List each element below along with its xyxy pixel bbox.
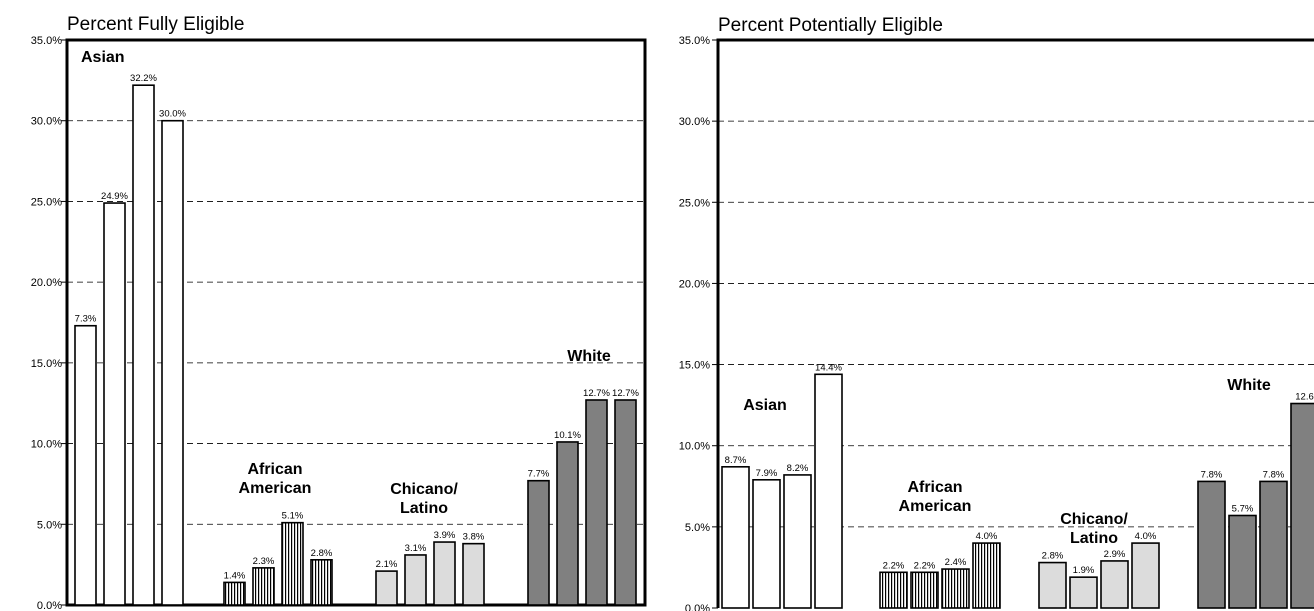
y-tick-label: 25.0%	[31, 196, 62, 208]
panel-title: Percent Potentially Eligible	[718, 15, 943, 36]
y-tick-label: 35.0%	[679, 35, 710, 47]
data-label: 7.9%	[756, 468, 778, 479]
y-tick-label: 30.0%	[679, 116, 710, 128]
group-label: Chicano/	[1060, 511, 1128, 528]
group-label: African	[907, 479, 962, 496]
y-tick-label: 5.0%	[685, 522, 710, 534]
bar-chicano-latino-3	[1100, 560, 1129, 609]
data-label: 2.2%	[914, 560, 936, 571]
bar-asian-4	[161, 119, 184, 606]
group-label: American	[899, 498, 972, 515]
bar-african-american-4	[972, 542, 1001, 609]
data-label: 7.8%	[1263, 469, 1285, 480]
bar-chicano-latino-1	[1038, 561, 1067, 609]
data-label: 12.6	[1295, 392, 1314, 403]
data-label: 2.2%	[883, 560, 905, 571]
data-label: 30.0%	[159, 109, 186, 120]
data-label: 8.2%	[787, 463, 809, 474]
group-label: American	[239, 480, 312, 497]
bar-white-3	[1259, 480, 1288, 609]
bar-white-2	[1228, 514, 1257, 609]
y-tick-label: 20.0%	[31, 277, 62, 289]
data-label: 7.8%	[1201, 469, 1223, 480]
data-label: 5.7%	[1232, 503, 1254, 514]
y-tick-label: 10.0%	[679, 441, 710, 453]
bar-white-1	[1197, 480, 1226, 609]
bar-asian-2	[752, 478, 781, 609]
bar-chicano-latino-2	[1069, 576, 1098, 609]
group-label: Chicano/	[390, 481, 458, 498]
bar-white-1	[527, 479, 550, 606]
bar-african-american-3	[941, 568, 970, 609]
bar-chicano-latino-3	[433, 541, 456, 606]
data-label: 12.7%	[583, 388, 610, 399]
y-tick-label: 10.0%	[31, 439, 62, 451]
bar-chicano-latino-4	[1131, 542, 1160, 609]
y-tick-label: 20.0%	[679, 278, 710, 290]
data-label: 3.9%	[434, 530, 456, 541]
group-label: White	[1227, 377, 1271, 394]
bar-african-american-1	[879, 571, 908, 609]
data-label: 12.7%	[612, 388, 639, 399]
plot-frame	[65, 38, 647, 607]
group-label: Asian	[81, 49, 125, 66]
data-label: 4.0%	[1135, 531, 1157, 542]
group-label: Latino	[1070, 530, 1118, 547]
group-label: Latino	[400, 500, 448, 517]
bar-african-american-1	[223, 581, 246, 606]
bar-african-american-2	[910, 571, 939, 609]
data-label: 14.4%	[815, 362, 842, 373]
y-tick-label: 5.0%	[37, 519, 62, 531]
group-label: White	[567, 348, 611, 365]
bar-white-3	[585, 399, 608, 606]
data-label: 3.8%	[463, 532, 485, 543]
bar-white-4	[1290, 402, 1314, 609]
data-label: 2.1%	[376, 559, 398, 570]
data-label: 10.1%	[554, 430, 581, 441]
data-label: 2.3%	[253, 556, 275, 567]
y-tick-label: 15.0%	[31, 358, 62, 370]
data-label: 24.9%	[101, 191, 128, 202]
bar-chicano-latino-1	[375, 570, 398, 606]
bar-african-american-2	[252, 567, 275, 606]
bar-asian-2	[103, 202, 126, 606]
group-label: African	[247, 461, 302, 478]
bar-asian-3	[783, 474, 812, 609]
y-tick-label: 0.0%	[685, 603, 710, 611]
bar-asian-3	[132, 84, 155, 606]
bar-white-4	[614, 399, 637, 606]
y-tick-label: 25.0%	[679, 197, 710, 209]
y-tick-label: 35.0%	[31, 35, 62, 47]
bar-african-american-4	[310, 558, 333, 606]
bar-chicano-latino-2	[404, 554, 427, 606]
data-label: 7.7%	[528, 469, 550, 480]
data-label: 2.9%	[1104, 549, 1126, 560]
data-label: 2.8%	[311, 548, 333, 559]
panel-title: Percent Fully Eligible	[67, 14, 244, 35]
group-label: Asian	[743, 397, 787, 414]
bar-asian-1	[74, 324, 97, 606]
bar-chicano-latino-4	[462, 542, 485, 606]
bar-asian-4	[814, 373, 843, 609]
bar-asian-1	[721, 466, 750, 609]
y-tick-label: 30.0%	[31, 116, 62, 128]
data-label: 1.4%	[224, 570, 246, 581]
data-label: 3.1%	[405, 543, 427, 554]
data-label: 8.7%	[725, 455, 747, 466]
data-label: 2.4%	[945, 557, 967, 568]
data-label: 2.8%	[1042, 551, 1064, 562]
y-tick-label: 0.0%	[37, 600, 62, 611]
plot-frame	[716, 38, 1314, 608]
data-label: 7.3%	[75, 314, 97, 325]
bar-white-2	[556, 441, 579, 606]
data-label: 5.1%	[282, 511, 304, 522]
data-label: 1.9%	[1073, 565, 1095, 576]
y-tick-label: 15.0%	[679, 360, 710, 372]
bar-african-american-3	[281, 521, 304, 606]
data-label: 32.2%	[130, 73, 157, 84]
data-label: 4.0%	[976, 531, 998, 542]
